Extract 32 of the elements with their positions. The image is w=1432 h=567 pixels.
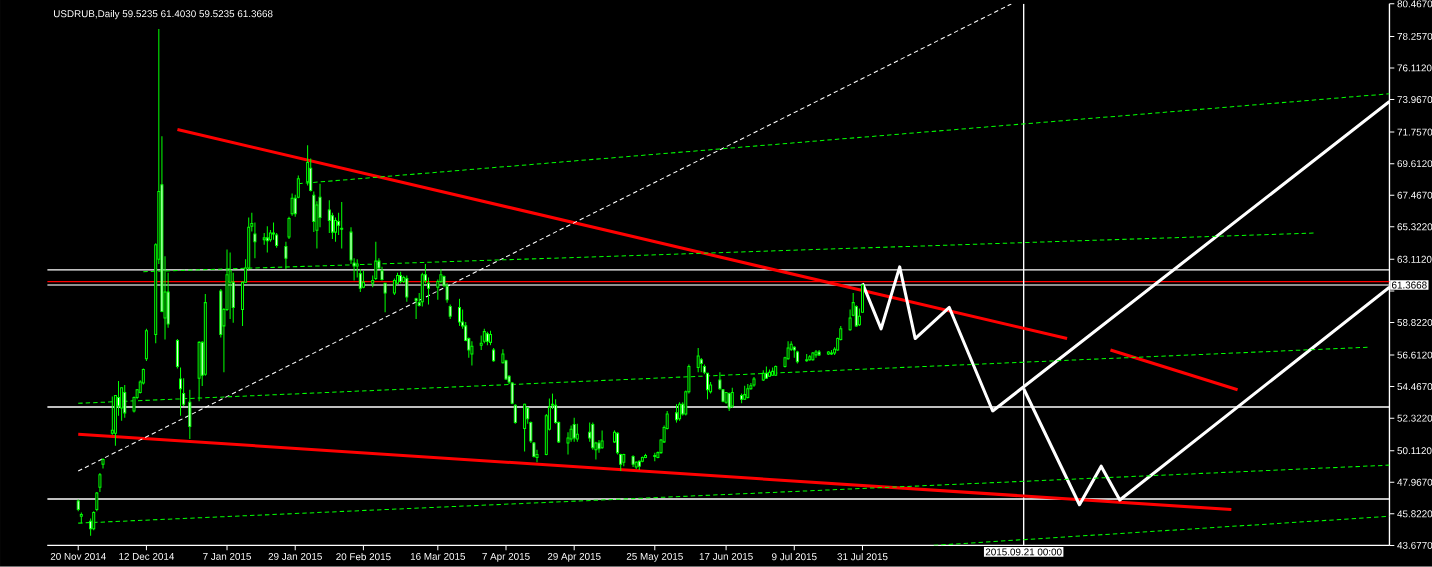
y-tick-label: 67.4670 bbox=[1397, 191, 1432, 199]
x-tick-label: 7 Apr 2015 bbox=[482, 553, 530, 563]
y-tick-label: 56.6120 bbox=[1397, 351, 1432, 359]
x-tick-label: 31 Jul 2015 bbox=[837, 553, 888, 561]
x-tick-label: 9 Jul 2015 bbox=[772, 553, 817, 561]
y-tick-label: 45.8220 bbox=[1397, 510, 1432, 518]
x-tick-label: 29 Jan 2015 bbox=[268, 553, 322, 561]
y-tick-label: 47.9670 bbox=[1397, 478, 1432, 486]
x-tick-label: 29 Apr 2015 bbox=[547, 553, 601, 563]
y-tick-label: 63.1120 bbox=[1397, 256, 1432, 263]
y-tick-label: 73.9670 bbox=[1397, 96, 1432, 104]
y-tick-label: 80.4670 bbox=[1397, 0, 1432, 8]
y-tick-label: 69.6120 bbox=[1397, 160, 1432, 168]
text: USDRUB,Daily 59.5235 61.4030 59.5235 61.3668 bbox=[54, 10, 273, 20]
x-tick-label: 20 Feb 2015 bbox=[336, 553, 391, 561]
x-tick-label: 17 Jun 2015 bbox=[699, 553, 753, 561]
y-tick-label: 43.6770 bbox=[1397, 542, 1432, 550]
y-tick-label: 76.1120 bbox=[1397, 64, 1432, 72]
y-tick-label: 52.3220 bbox=[1397, 414, 1432, 422]
y-tick-label: 78.2570 bbox=[1397, 33, 1432, 41]
x-tick-label: 16 Mar 2015 bbox=[410, 553, 466, 561]
y-tick-label: 50.1120 bbox=[1397, 447, 1432, 455]
y-tick-label: 71.7570 bbox=[1397, 128, 1432, 136]
x-tick-label: 20 Nov 2014 bbox=[50, 553, 106, 561]
ref-line-label: 61.3668 bbox=[1391, 281, 1427, 289]
ref-line-label: 2015.09.21 00:00 bbox=[985, 548, 1062, 556]
x-tick-label: 7 Jan 2015 bbox=[203, 553, 251, 561]
x-tick-label: 12 Dec 2014 bbox=[119, 553, 175, 561]
y-tick-label: 58.8220 bbox=[1397, 319, 1432, 327]
y-tick-label: 65.3220 bbox=[1397, 223, 1432, 231]
y-tick-label: 54.4670 bbox=[1397, 383, 1432, 391]
x-tick-label: 25 May 2015 bbox=[626, 553, 683, 563]
